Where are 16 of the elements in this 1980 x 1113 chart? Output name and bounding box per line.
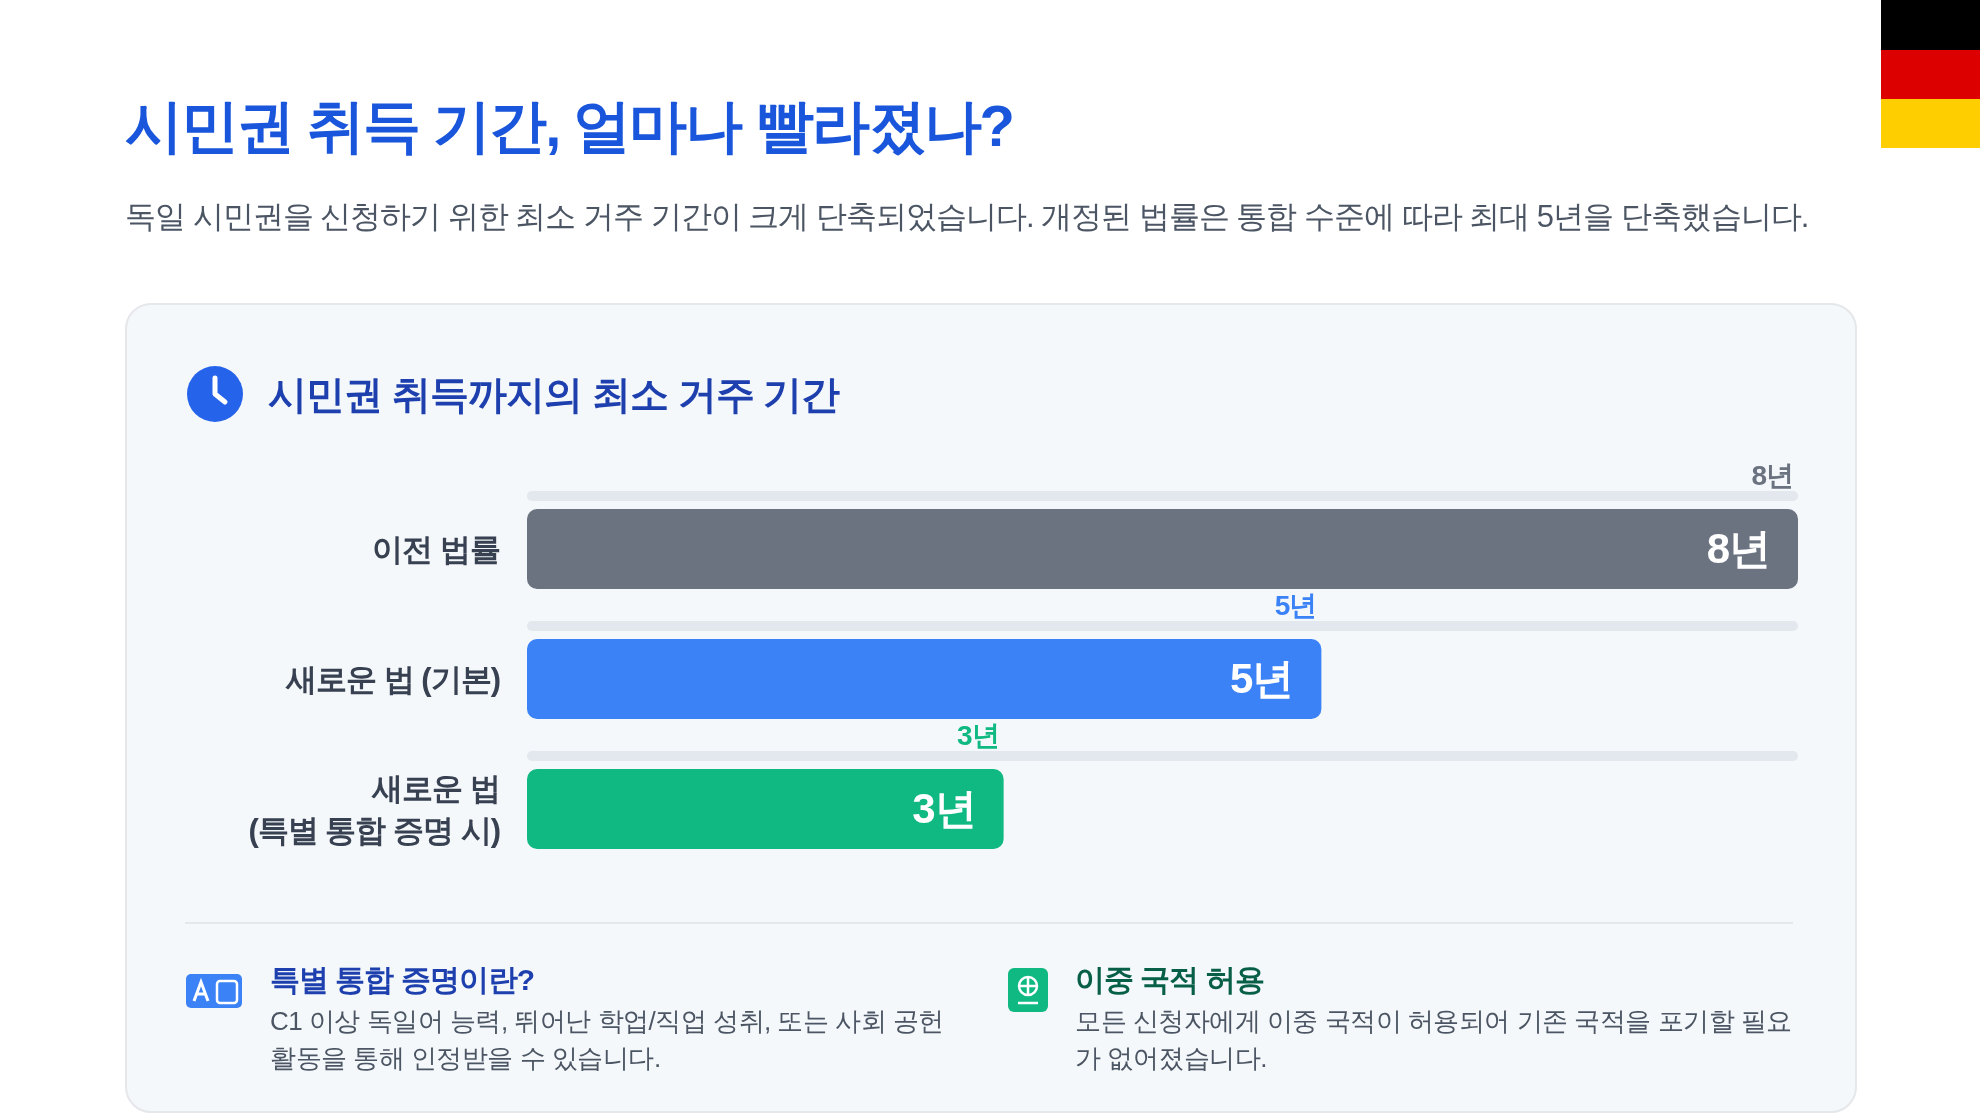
text: 시민권 취득까지의 최소 거주 기간 [268, 372, 840, 418]
data-label: 3년 [912, 785, 976, 832]
text: 이중 국적 허용 [1075, 962, 1264, 998]
text: 3년 [957, 720, 999, 751]
text: 5년 [1274, 590, 1317, 621]
data-label: 5년 [1230, 655, 1294, 702]
y-tick-label: 새로운 법 (기본) [285, 662, 500, 697]
text: 특별 통합 증명이란? [270, 962, 534, 998]
chart-title: 시민권 취득 기간, 얼마나 빨라졌나? [125, 92, 1013, 160]
y-tick-label: 이전 법률 [372, 532, 500, 567]
text: C1 이상 독일어 능력, 뛰어난 학업/직업 성취, 또는 사회 공헌 활동을 통해 인정받을 수 있습니다. [270, 1005, 945, 1075]
text: 모든 신청자에게 이중 국적이 허용되어 기존 국적을 포기할 필요가 없어졌습니다. [1075, 1005, 1793, 1075]
y-tick-label: 새로운 법 (특별 통합 증명 시) [248, 771, 500, 848]
data-label: 8년 [1706, 525, 1770, 572]
chart-subtitle: 독일 시민권을 신청하기 위한 최소 거주 기간이 크게 단축되었습니다. 개정된 법률은 통합 수준에 따라 최대 5년을 단축했습니다. [125, 198, 1809, 236]
text: 8년 [1751, 460, 1793, 491]
